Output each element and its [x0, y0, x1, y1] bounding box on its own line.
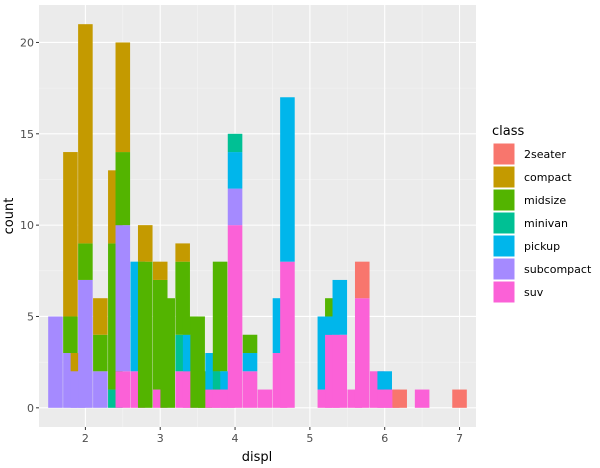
- bar-segment-suv: [227, 225, 243, 408]
- legend-key-minivan: [492, 211, 516, 235]
- legend-label: midsize: [524, 194, 566, 207]
- legend-key-compact: [492, 165, 516, 189]
- bar-segment-suv: [115, 371, 131, 408]
- bar-segment-minivan: [227, 133, 243, 153]
- x-tick-label: 4: [232, 432, 239, 445]
- legend-label: 2seater: [524, 148, 566, 161]
- bar-segment-subcompact: [227, 188, 243, 226]
- y-axis-title: count: [2, 198, 17, 235]
- y-tick-label: 0: [27, 402, 34, 415]
- legend-key-midsize: [492, 188, 516, 212]
- bar-segment-suv: [257, 389, 273, 408]
- y-tick-label: 15: [20, 128, 34, 141]
- legend-key-suv: [492, 280, 516, 304]
- y-tick-label: 5: [27, 310, 34, 323]
- bar-segment-midsize: [63, 316, 78, 354]
- bar-segment-compact: [175, 243, 190, 262]
- legend-label: subcompact: [524, 263, 592, 276]
- bar-segment-2seater: [354, 261, 370, 299]
- bar-segment-midsize: [160, 298, 175, 408]
- bar-segment-compact: [137, 225, 153, 262]
- x-tick-label: 2: [82, 432, 89, 445]
- bar-segment-suv: [414, 389, 430, 408]
- legend-label: pickup: [524, 240, 560, 253]
- axes: 2 3 4 5 6 7 0 5 10 15 20: [20, 36, 463, 445]
- x-tick-label: 7: [456, 432, 463, 445]
- legend-label: compact: [524, 171, 572, 184]
- bar-segment-midsize: [212, 261, 228, 372]
- bar-segment-compact: [152, 261, 168, 280]
- bar-segment-suv: [242, 371, 258, 408]
- y-tick-label: 20: [20, 36, 34, 49]
- stacked-bars: [48, 24, 467, 408]
- bar-segment-subcompact: [93, 371, 108, 408]
- bar-segment-subcompact: [115, 225, 131, 372]
- legend-key-subcompact: [492, 257, 516, 281]
- x-tick-label: 5: [306, 432, 313, 445]
- bar-segment-compact: [115, 42, 131, 153]
- x-axis-title: displ: [242, 450, 273, 465]
- bar-segment-midsize: [93, 334, 108, 372]
- legend-label: minivan: [524, 217, 568, 230]
- bar-segment-pickup: [332, 279, 348, 335]
- bar-segment-compact: [93, 298, 108, 335]
- legend-key-pickup: [492, 234, 516, 258]
- bar-segment-2seater: [452, 389, 467, 408]
- bar-segment-midsize: [78, 243, 93, 280]
- bar-segment-suv: [280, 261, 295, 408]
- bar-segment-pickup: [227, 152, 243, 189]
- y-tick-label: 10: [20, 219, 34, 232]
- bar-segment-compact: [78, 24, 93, 244]
- x-tick-label: 3: [157, 432, 164, 445]
- bar-segment-suv: [354, 298, 370, 408]
- bar-segment-midsize: [115, 152, 131, 226]
- bar-segment-midsize: [175, 261, 190, 335]
- bar-segment-pickup: [377, 371, 392, 390]
- bar-segment-subcompact: [48, 316, 63, 408]
- bar-segment-compact: [63, 152, 78, 317]
- legend-title: class: [492, 124, 524, 139]
- bar-segment-pickup: [242, 353, 258, 372]
- bar-segment-subcompact: [78, 279, 93, 408]
- legend: class 2seater compact midsize minivan pickup…: [492, 124, 592, 304]
- bar-segment-2seater: [392, 389, 407, 408]
- bar-segment-pickup: [280, 97, 295, 262]
- bar-segment-midsize: [137, 261, 153, 408]
- legend-label: suv: [524, 286, 544, 299]
- bar-segment-suv: [332, 334, 348, 408]
- legend-key-2seater: [492, 142, 516, 166]
- x-tick-label: 6: [381, 432, 388, 445]
- bar-segment-midsize: [242, 334, 258, 354]
